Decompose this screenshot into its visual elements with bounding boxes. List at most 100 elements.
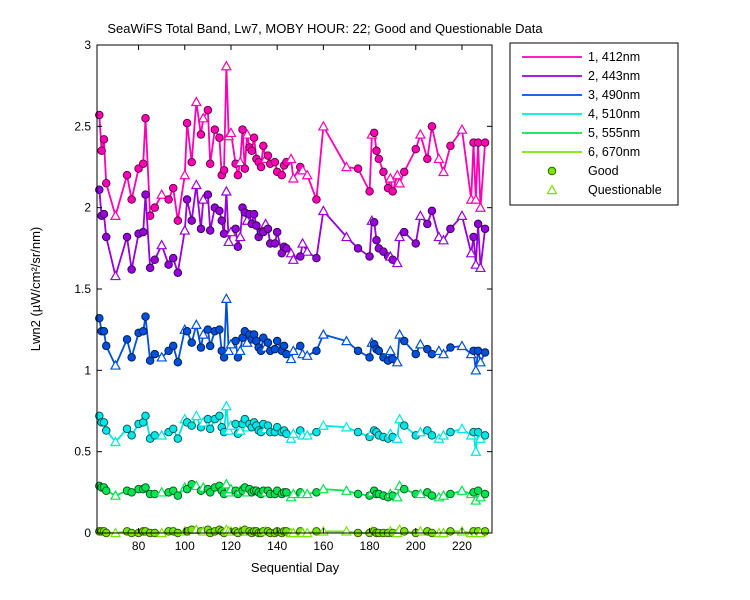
good-point bbox=[145, 356, 155, 365]
good-point bbox=[196, 343, 206, 352]
questionable-point bbox=[220, 293, 232, 303]
good-point bbox=[150, 489, 159, 499]
questionable-point bbox=[109, 270, 121, 281]
questionable-point bbox=[340, 421, 352, 432]
questionable-point bbox=[391, 432, 403, 443]
y-tick-label: 2.5 bbox=[74, 119, 91, 133]
x-tick-label: 220 bbox=[452, 539, 472, 553]
good-point bbox=[219, 166, 229, 175]
questionable-point bbox=[301, 488, 313, 499]
legend-entry-label: 6, 670nm bbox=[588, 145, 640, 159]
good-point bbox=[252, 221, 261, 230]
good-point bbox=[423, 219, 432, 229]
good-point bbox=[446, 427, 455, 437]
questionable-point bbox=[156, 188, 168, 199]
questionable-point bbox=[301, 349, 313, 360]
good-point bbox=[127, 431, 136, 440]
questionable-point bbox=[287, 345, 299, 356]
questionable-point bbox=[197, 328, 209, 339]
questionable-point bbox=[285, 353, 297, 364]
questionable-point bbox=[414, 338, 426, 349]
y-tick-label: 0.5 bbox=[74, 445, 91, 459]
questionable-point bbox=[470, 364, 482, 375]
questionable-point bbox=[179, 169, 191, 180]
questionable-point bbox=[465, 247, 477, 258]
questionable-point bbox=[456, 340, 468, 351]
good-point bbox=[168, 424, 178, 434]
good-point bbox=[168, 253, 178, 263]
y-tick-label: 1 bbox=[84, 363, 91, 377]
x-tick-label: 100 bbox=[175, 539, 195, 553]
good-point bbox=[215, 206, 224, 216]
good-point bbox=[480, 224, 490, 234]
good-point bbox=[122, 335, 132, 344]
good-point bbox=[473, 219, 483, 229]
good-point bbox=[127, 488, 136, 497]
good-point bbox=[270, 344, 280, 354]
good-point bbox=[203, 105, 213, 115]
good-point bbox=[480, 138, 490, 147]
good-point bbox=[99, 327, 109, 336]
y-tick-label: 2 bbox=[84, 201, 91, 215]
good-point bbox=[411, 239, 421, 248]
good-point bbox=[122, 232, 132, 242]
good-point bbox=[205, 341, 215, 351]
questionable-point bbox=[190, 410, 202, 421]
good-point bbox=[164, 195, 173, 204]
good-point bbox=[196, 130, 206, 139]
good-point bbox=[374, 154, 384, 164]
good-point bbox=[365, 353, 374, 362]
good-point bbox=[277, 170, 287, 180]
good-point bbox=[215, 411, 224, 421]
good-point bbox=[203, 325, 213, 334]
questionable-point bbox=[156, 486, 168, 497]
legend-entry-label: 3, 490nm bbox=[588, 88, 640, 102]
legend-questionable-marker bbox=[546, 184, 558, 195]
series-3 bbox=[95, 293, 490, 375]
good-point bbox=[312, 195, 321, 204]
good-point bbox=[150, 203, 159, 212]
good-point bbox=[270, 157, 280, 167]
good-point bbox=[446, 343, 455, 352]
good-point bbox=[369, 218, 379, 227]
good-point bbox=[101, 486, 111, 495]
good-point bbox=[173, 434, 183, 443]
good-point bbox=[427, 206, 437, 216]
questionable-point bbox=[109, 210, 121, 220]
questionable-point bbox=[220, 400, 232, 411]
good-point bbox=[203, 414, 213, 424]
good-point bbox=[353, 244, 363, 253]
questionable-point bbox=[470, 258, 482, 269]
questionable-point bbox=[394, 231, 406, 242]
good-point bbox=[127, 265, 136, 274]
questionable-point bbox=[340, 335, 352, 346]
questionable-point bbox=[456, 484, 468, 495]
good-point bbox=[233, 170, 243, 180]
good-point bbox=[353, 427, 363, 437]
good-point bbox=[141, 411, 150, 421]
good-point bbox=[240, 164, 250, 173]
good-point bbox=[138, 327, 148, 336]
questionable-point bbox=[317, 120, 329, 131]
questionable-point bbox=[394, 328, 406, 339]
good-point bbox=[141, 312, 150, 321]
y-tick-label: 1.5 bbox=[74, 282, 91, 296]
questionable-point bbox=[391, 169, 403, 180]
questionable-point bbox=[317, 205, 329, 216]
legend-entry-label: 1, 412nm bbox=[588, 50, 640, 64]
good-point bbox=[399, 421, 409, 430]
good-point bbox=[256, 162, 266, 172]
questionable-point bbox=[456, 123, 468, 134]
good-point bbox=[411, 349, 421, 359]
good-point bbox=[164, 260, 173, 269]
good-point bbox=[101, 426, 111, 435]
good-point bbox=[263, 338, 273, 347]
good-point bbox=[203, 190, 213, 199]
questionable-point bbox=[287, 253, 299, 264]
good-point bbox=[296, 341, 305, 351]
questionable-point bbox=[223, 236, 235, 247]
good-point bbox=[353, 164, 363, 173]
legend-good-marker bbox=[547, 166, 557, 176]
questionable-point bbox=[433, 153, 445, 164]
